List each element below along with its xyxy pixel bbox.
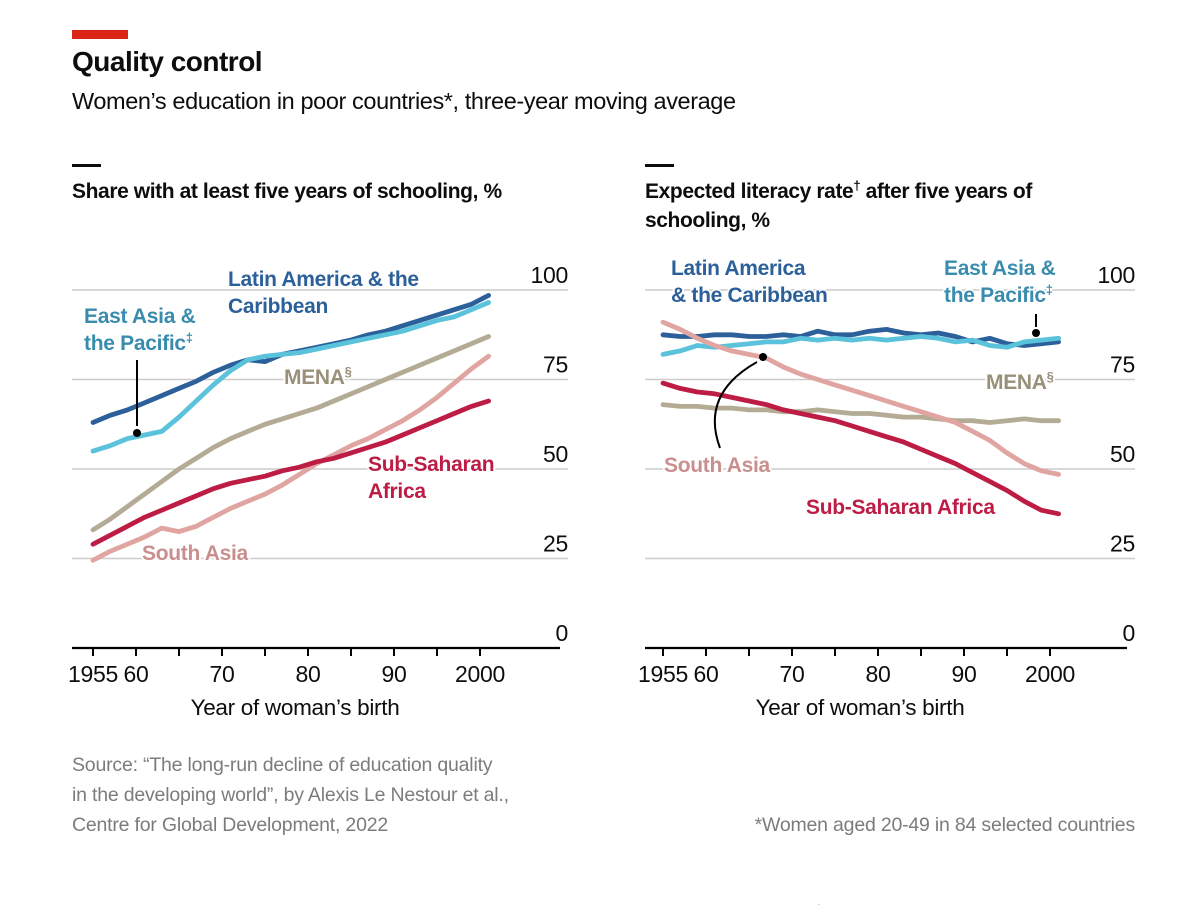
series-line-latam: [660, 326, 1061, 348]
footnote-line: †Those able to read a whole sentence: [575, 900, 1136, 905]
series-line-mena: [90, 334, 492, 533]
series-line-ssa: [660, 380, 1061, 517]
series-line-south-asia: [660, 319, 1061, 477]
x-tick-label: 1955: [638, 661, 688, 687]
x-tick-label: 80: [296, 661, 321, 687]
y-tick-label: 100: [1098, 262, 1135, 288]
y-tick-label: 0: [556, 620, 569, 646]
y-tick-label: 0: [1123, 620, 1136, 646]
y-tick-label: 75: [543, 352, 568, 378]
left-panel-tick: [72, 164, 101, 167]
series-label-south-asia: South Asia: [664, 454, 770, 477]
y-tick-label: 25: [543, 531, 568, 557]
series-label-mena: MENA§: [284, 364, 352, 389]
x-tick-label: 1955: [68, 661, 118, 687]
right-x-axis-title: Year of woman’s birth: [755, 695, 965, 720]
series-line-south-asia: [90, 353, 492, 563]
source-line: Centre for Global Development, 2022: [72, 814, 389, 836]
series-label-east-asia: East Asia & the Pacific‡: [84, 305, 196, 355]
y-tick-label: 75: [1110, 352, 1135, 378]
x-tick-label: 2000: [455, 661, 505, 687]
x-tick-label: 60: [124, 661, 149, 687]
x-tick-label: 70: [780, 661, 805, 687]
x-tick-label: 80: [866, 661, 891, 687]
y-tick-label: 25: [1110, 531, 1135, 557]
x-tick-label: 60: [694, 661, 719, 687]
series-label-ssa: Sub-Saharan Africa: [368, 453, 495, 503]
source-line: in the developing world”, by Alexis Le N…: [72, 784, 509, 806]
right-chart-title: Expected literacy rate† after five years…: [645, 178, 1032, 232]
left-chart-title: Share with at least five years of school…: [72, 180, 502, 203]
y-tick-label: 50: [543, 441, 568, 467]
right-panel-tick: [645, 164, 674, 167]
page-subtitle: Women’s education in poor countries*, th…: [72, 88, 736, 114]
x-tick-label: 90: [952, 661, 977, 687]
annotation-dot: [133, 429, 141, 437]
series-label-ssa: Sub-Saharan Africa: [806, 496, 995, 519]
x-tick-label: 90: [382, 661, 407, 687]
source-line: Source: “The long-run decline of educati…: [72, 754, 493, 776]
series-label-east-asia: East Asia & the Pacific‡: [944, 257, 1056, 307]
series-label-latam: Latin America & the Caribbean: [671, 257, 828, 307]
series-label-mena: MENA§: [986, 369, 1054, 394]
x-tick-label: 70: [210, 661, 235, 687]
series-line-mena: [660, 402, 1061, 425]
x-tick-label: 2000: [1025, 661, 1075, 687]
page-title: Quality control: [72, 46, 263, 77]
annotation-dot: [759, 353, 767, 361]
series-line-ssa: [90, 398, 492, 547]
y-tick-label: 50: [1110, 441, 1135, 467]
annotation-pointer: [713, 361, 758, 449]
y-tick-label: 100: [531, 262, 568, 288]
footnote-line: *Women aged 20-49 in 84 selected countri…: [754, 814, 1136, 836]
accent-bar: [72, 30, 128, 39]
series-label-latam: Latin America & the Caribbean: [228, 268, 419, 318]
series-line-east-asia: [90, 300, 492, 454]
series-label-south-asia: South Asia: [142, 542, 248, 565]
footnotes: *Women aged 20-49 in 84 selected countri…: [575, 750, 1136, 905]
source-note: Source: “The long-run decline of educati…: [72, 750, 509, 840]
left-x-axis-title: Year of woman’s birth: [190, 695, 400, 720]
series-line-east-asia: [660, 334, 1061, 357]
annotation-dot: [1032, 329, 1040, 337]
